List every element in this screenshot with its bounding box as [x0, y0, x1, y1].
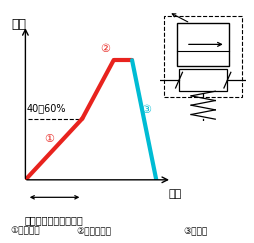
Text: 時間: 時間 [168, 189, 181, 199]
Text: ①: ① [45, 134, 55, 144]
Text: ②: ② [100, 43, 110, 54]
Text: 40〜60%: 40〜60% [27, 103, 66, 113]
Text: ③: ③ [141, 105, 151, 115]
Text: 圧力: 圧力 [11, 18, 26, 31]
Text: ニードル弁で時間調節: ニードル弁で時間調節 [24, 215, 83, 225]
Text: ③排気時: ③排気時 [183, 227, 207, 236]
Text: ②通常流量時: ②通常流量時 [76, 227, 112, 236]
Text: ①低流量時: ①低流量時 [10, 227, 40, 236]
